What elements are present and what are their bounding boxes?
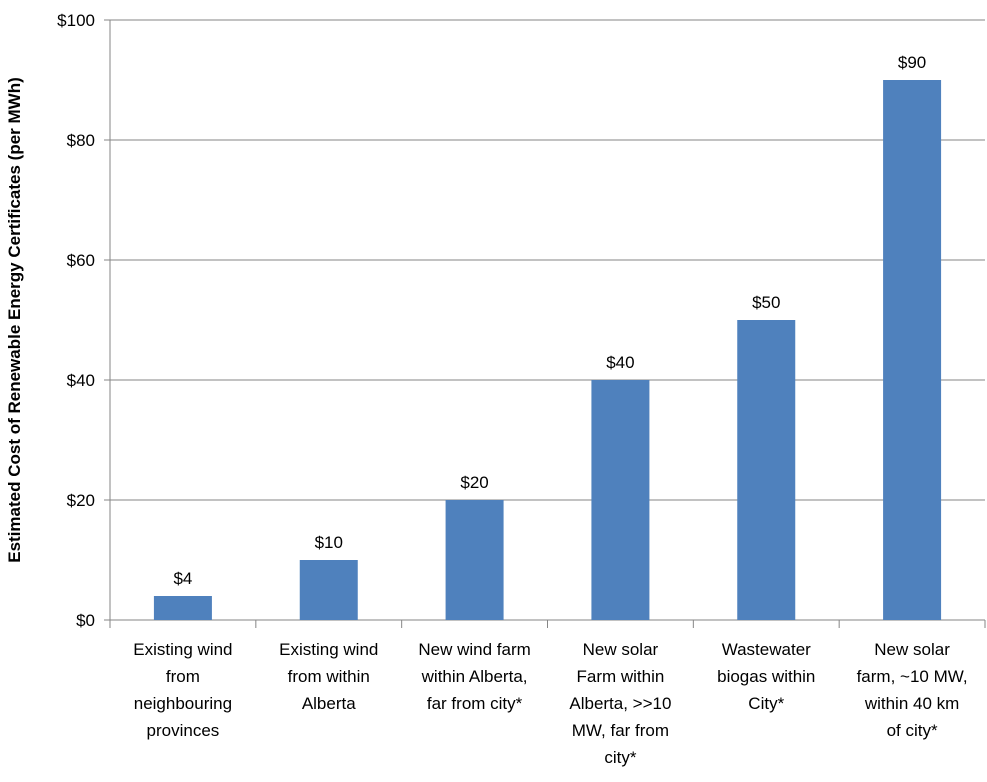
bar [299, 560, 358, 620]
x-category-label: Existing wind [133, 640, 232, 659]
x-category-label: Alberta, >>10 [569, 694, 671, 713]
x-category-label: neighbouring [134, 694, 232, 713]
data-label: $40 [606, 353, 634, 372]
y-tick-label: $40 [67, 371, 95, 390]
y-tick-label: $100 [57, 11, 95, 30]
data-label: $10 [315, 533, 343, 552]
x-category-label: Alberta [302, 694, 356, 713]
x-category-label: New solar [874, 640, 950, 659]
x-category-label: Existing wind [279, 640, 378, 659]
data-label: $90 [898, 53, 926, 72]
y-tick-labels: $0 $20 $40 $60 $80 $100 [57, 11, 95, 630]
bar [883, 80, 942, 620]
x-category-label: MW, far from [572, 721, 669, 740]
y-tick-label: $80 [67, 131, 95, 150]
x-category-label: City* [748, 694, 784, 713]
y-tick-label: $20 [67, 491, 95, 510]
x-category-label: New solar [583, 640, 659, 659]
bar [153, 596, 212, 620]
bars [153, 80, 942, 620]
axes [104, 19, 986, 628]
x-category-label: city* [604, 748, 637, 767]
y-tick-label: $0 [76, 611, 95, 630]
data-label: $20 [460, 473, 488, 492]
x-category-label: New wind farm [418, 640, 530, 659]
x-category-label: within Alberta, [421, 667, 528, 686]
y-axis-title: Estimated Cost of Renewable Energy Certi… [5, 77, 24, 563]
x-category-label: provinces [147, 721, 220, 740]
x-category-label: of city* [887, 721, 938, 740]
data-label: $50 [752, 293, 780, 312]
x-category-label: from [166, 667, 200, 686]
x-category-label: biogas within [717, 667, 815, 686]
x-category-label: far from city* [427, 694, 523, 713]
bar [445, 500, 504, 620]
bar [591, 380, 650, 620]
data-label: $4 [173, 569, 192, 588]
y-tick-label: $60 [67, 251, 95, 270]
x-category-label: Farm within [576, 667, 664, 686]
data-labels: $4 $10 $20 $40 $50 $90 [173, 53, 926, 588]
x-category-labels: Existing wind from neighbouring provinces Ex… [133, 640, 967, 767]
bar [737, 320, 796, 620]
x-category-label: from within [288, 667, 370, 686]
x-category-label: within 40 km [864, 694, 959, 713]
x-category-label: Wastewater [722, 640, 811, 659]
x-category-label: farm, ~10 MW, [857, 667, 968, 686]
gridlines [110, 19, 985, 501]
